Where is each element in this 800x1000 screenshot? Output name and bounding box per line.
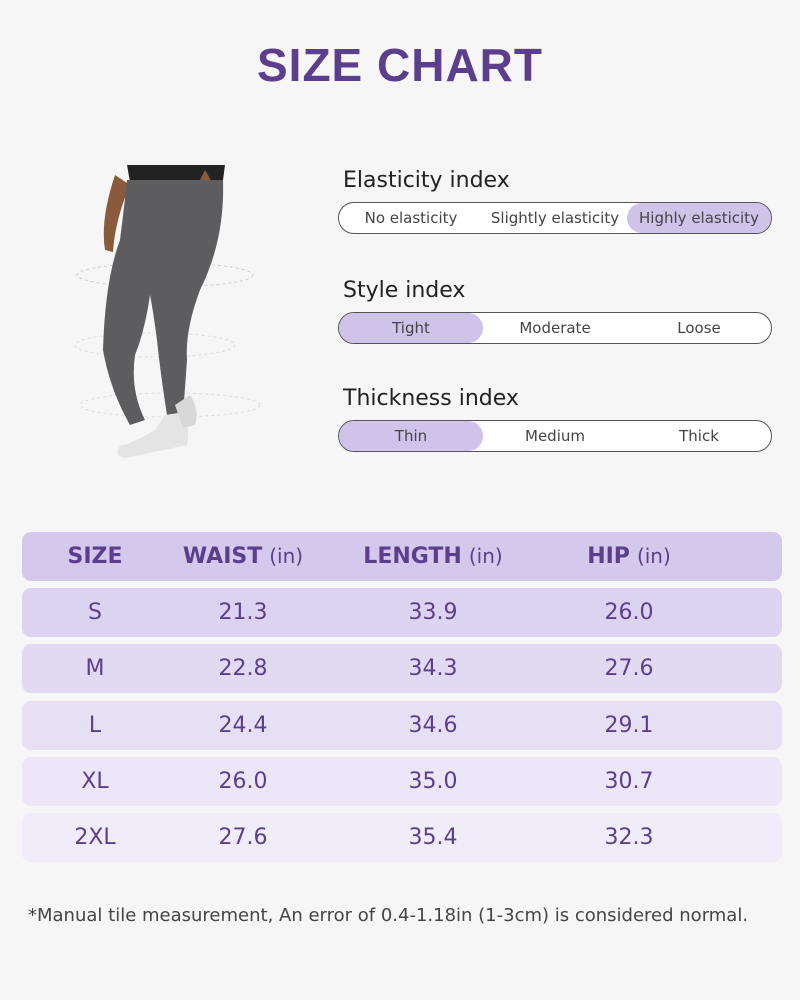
header-name: HIP [587, 544, 630, 569]
index-option: Medium [525, 427, 585, 445]
table-cell: S [88, 600, 102, 625]
table-cell: 24.4 [218, 713, 268, 738]
table-cell: 33.9 [408, 600, 458, 625]
index-label: Elasticity index [343, 168, 510, 193]
table-cell: 22.8 [218, 656, 268, 681]
table-cell: 27.6 [218, 825, 268, 850]
header-unit: (in) [636, 544, 671, 568]
header-cell: HIP (in) [587, 532, 671, 581]
product-figure [75, 165, 261, 458]
header-name: LENGTH [363, 544, 462, 569]
table-cell: 34.3 [408, 656, 458, 681]
index-group: Elasticity index No elasticity Slightly el… [338, 168, 772, 234]
header-cell: LENGTH (in) [363, 532, 502, 581]
index-label: Style index [343, 278, 466, 303]
table-row: L 24.4 34.6 29.1 [22, 701, 782, 750]
index-option: Tight [339, 313, 483, 343]
header-unit: (in) [269, 544, 304, 568]
table-cell: 21.3 [218, 600, 268, 625]
table-cell: 27.6 [604, 656, 654, 681]
index-option: No elasticity [364, 209, 458, 227]
index-option: Loose [677, 319, 721, 337]
table-row: 2XL 27.6 35.4 32.3 [22, 813, 782, 862]
table-row: M 22.8 34.3 27.6 [22, 644, 782, 693]
table-cell: 29.1 [604, 713, 654, 738]
table-cell: 34.6 [408, 713, 458, 738]
table-cell: 30.7 [604, 769, 654, 794]
index-scale: Thin Medium Thick [338, 420, 772, 452]
table-cell: 32.3 [604, 825, 654, 850]
table-cell: 26.0 [604, 600, 654, 625]
title: SIZE CHART [257, 39, 543, 91]
table-cell: 2XL [74, 825, 116, 850]
table-cell: M [85, 656, 105, 681]
index-option: Thin [339, 421, 483, 451]
index-group: Thickness index Thin Medium Thick [338, 386, 772, 452]
table-row: XL 26.0 35.0 30.7 [22, 757, 782, 806]
index-option: Highly elasticity [627, 203, 771, 233]
header-cell: SIZE [67, 532, 122, 581]
index-scale: Tight Moderate Loose [338, 312, 772, 344]
index-option: Moderate [519, 319, 591, 337]
table-header: SIZE WAIST (in) LENGTH (in) HIP (in) [22, 532, 782, 581]
index-scale: No elasticity Slightly elasticity Highly e… [338, 202, 772, 234]
index-option: Thick [679, 427, 719, 445]
index-label: Thickness index [343, 386, 519, 411]
table-cell: L [88, 713, 102, 738]
header-unit: (in) [468, 544, 503, 568]
table-row: S 21.3 33.9 26.0 [22, 588, 782, 637]
footnote: *Manual tile measurement, An error of 0.… [28, 905, 749, 926]
index-option: Slightly elasticity [490, 209, 620, 227]
table-cell: 26.0 [218, 769, 268, 794]
table-cell: XL [81, 769, 109, 794]
header-cell: WAIST (in) [183, 532, 303, 581]
table-cell: 35.4 [408, 825, 458, 850]
header-name: SIZE [67, 544, 123, 569]
header-name: WAIST [182, 544, 263, 569]
index-group: Style index Tight Moderate Loose [338, 278, 772, 344]
table-cell: 35.0 [408, 769, 458, 794]
